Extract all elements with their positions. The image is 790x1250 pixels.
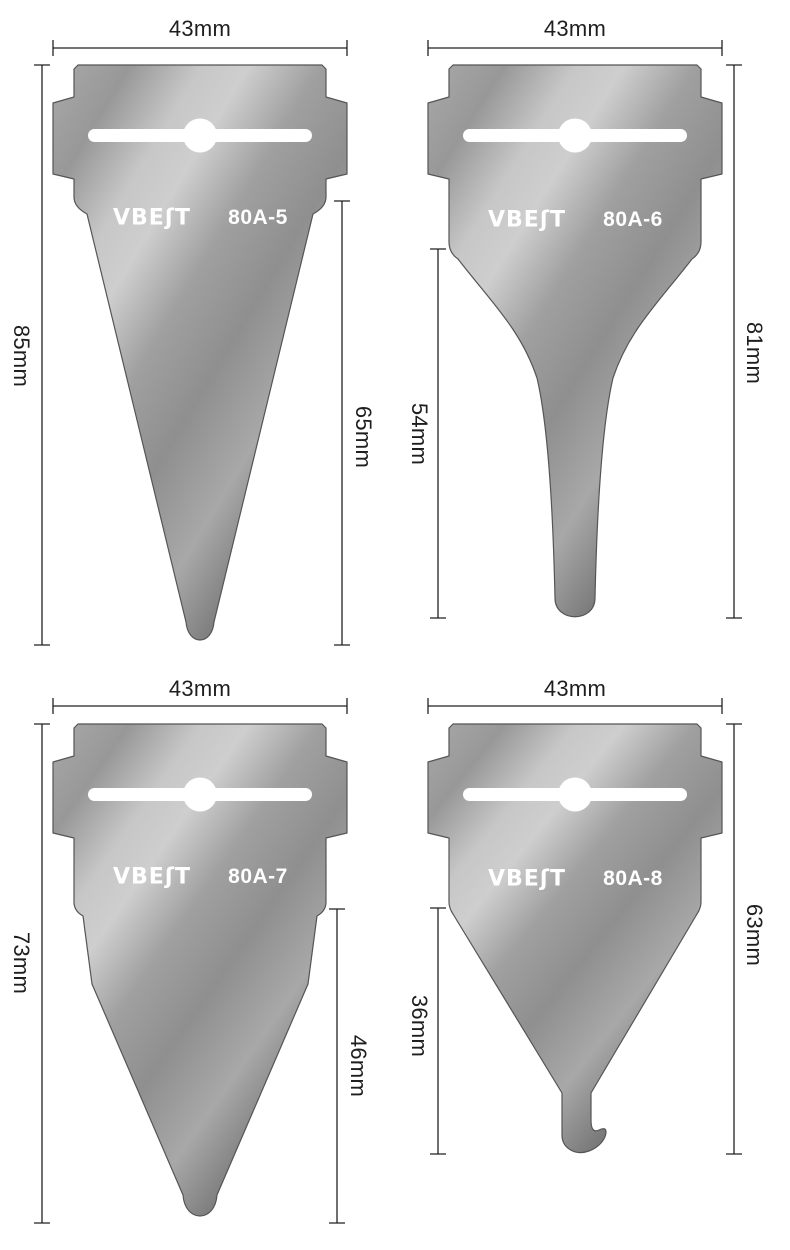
brand-logo-80a-6: VBEʃT	[488, 207, 566, 233]
blade-80a-7-outline	[52, 723, 348, 1217]
dim-lines-80a-6	[427, 40, 742, 619]
model-label-80a-6: 80A-6	[603, 208, 663, 231]
dim-lines-80a-5	[34, 40, 350, 646]
dim-label-right-80a-8: 63mm	[742, 903, 767, 967]
blade-80a-6-group	[427, 40, 742, 619]
blade-80a-7-hole	[183, 777, 217, 812]
dim-label-right-80a-5: 65mm	[351, 405, 376, 469]
dim-label-top-80a-8: 43mm	[543, 676, 607, 701]
dim-label-top-80a-6: 43mm	[543, 16, 607, 41]
dim-label-right-80a-7: 46mm	[346, 1034, 371, 1098]
model-label-80a-7: 80A-7	[228, 865, 288, 888]
blade-80a-8-group	[427, 698, 742, 1155]
dim-label-left-80a-7: 73mm	[9, 931, 34, 995]
blade-80a-5-outline	[52, 64, 348, 641]
dim-label-right-80a-6: 81mm	[742, 321, 767, 385]
blade-80a-5-hole	[183, 118, 217, 153]
blade-80a-5-group	[34, 40, 350, 646]
dim-label-left-80a-5: 85mm	[9, 324, 34, 388]
blade-80a-6-outline	[427, 64, 723, 618]
brand-logo-80a-7: VBEʃT	[113, 864, 191, 890]
model-label-80a-8: 80A-8	[603, 867, 663, 890]
dim-label-left-80a-6: 54mm	[407, 402, 432, 466]
blade-80a-7-group	[34, 698, 348, 1224]
blade-80a-6-hole	[558, 118, 592, 153]
dim-lines-80a-7	[34, 698, 348, 1224]
brand-logo-80a-5: VBEʃT	[113, 205, 191, 231]
model-label-80a-5: 80A-5	[228, 206, 288, 229]
blade-80a-8-hole	[558, 777, 592, 812]
blade-80a-8-outline	[427, 723, 723, 1154]
dim-label-left-80a-8: 36mm	[407, 994, 432, 1058]
dim-lines-80a-8	[427, 698, 742, 1155]
dim-label-top-80a-7: 43mm	[168, 676, 232, 701]
brand-logo-80a-8: VBEʃT	[488, 866, 566, 892]
dim-label-top-80a-5: 43mm	[168, 16, 232, 41]
